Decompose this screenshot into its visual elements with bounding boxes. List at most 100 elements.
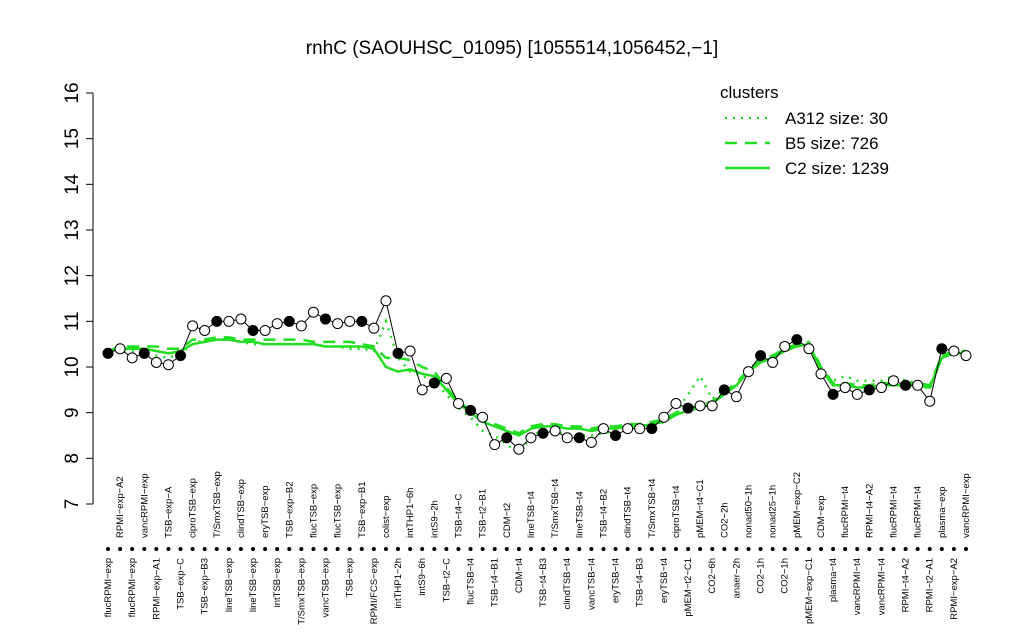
sample-point [404, 345, 416, 357]
sample-dot [359, 547, 364, 551]
sample-dot [734, 547, 739, 551]
sample-point [501, 432, 513, 444]
x-tick-label: CO2−1h [780, 558, 791, 594]
sample-point [851, 388, 863, 400]
sample-dot [154, 547, 159, 551]
sample-point [332, 318, 344, 330]
x-tick-label: RPMI−t4−A2 [864, 484, 875, 538]
sample-point [900, 379, 912, 391]
sample-dot [504, 547, 509, 551]
sample-dot [456, 547, 461, 551]
sample-dot [408, 547, 413, 551]
y-tick-label: 12 [62, 265, 83, 286]
sample-point [380, 295, 392, 307]
x-tick-label: eryTSB−t4 [611, 558, 622, 603]
x-tick-label: vancRPMI−t4 [852, 558, 863, 615]
sample-dot [528, 547, 533, 551]
y-tick-label: 8 [62, 453, 83, 464]
x-tick-label: CDM−exp [816, 496, 827, 539]
x-tick-label: RPMI−t2−A1 [925, 558, 936, 612]
sample-dot [130, 547, 135, 551]
sample-dot [867, 547, 872, 551]
x-tick-label: T/SmxTSB−exp [296, 558, 307, 625]
sample-dot [118, 547, 123, 551]
sample-dot [710, 547, 715, 551]
sample-point [440, 372, 452, 384]
sample-dot [347, 547, 352, 551]
x-tick-label: CDM−t2 [502, 503, 513, 538]
sample-point [610, 430, 622, 441]
cluster-line [107, 317, 966, 456]
sample-dot [553, 547, 558, 551]
sample-point [513, 443, 525, 455]
sample-dot [649, 547, 654, 551]
sample-point [827, 388, 839, 400]
sample-dot [383, 547, 388, 551]
legend-label: C2 size: 1239 [785, 159, 889, 178]
x-tick-label: T/SmxTSB−t4 [550, 479, 561, 538]
sample-dot [396, 547, 401, 551]
sample-dot [891, 547, 896, 551]
sample-point [307, 306, 319, 318]
x-tick-label: TSB−t4−B1 [490, 558, 501, 607]
x-tick-label: plasma−t4 [828, 558, 839, 602]
sample-point [392, 347, 404, 359]
sample-point [658, 411, 670, 423]
sample-dot [577, 547, 582, 551]
sample-point [549, 425, 561, 437]
x-tick-label: eryTSB−exp [260, 485, 271, 538]
x-tick-label: TSB−t4−B2 [598, 489, 609, 538]
sample-dot [855, 547, 860, 551]
legend-label: A312 size: 30 [785, 109, 888, 128]
legend-label: B5 size: 726 [785, 134, 879, 153]
sample-dot [371, 547, 376, 551]
sample-point [561, 432, 573, 444]
x-tick-label: TSB−exp [345, 558, 356, 597]
x-tick-label: TSB−exp−A [163, 486, 174, 538]
sample-point [114, 343, 126, 355]
x-tick-label: vancRPMI−t4 [876, 558, 887, 615]
y-tick-label: 11 [62, 311, 83, 331]
sample-point [585, 436, 597, 448]
x-tick-label: T/SmxTSB−exp [212, 471, 223, 538]
sample-dot [420, 547, 425, 551]
x-tick-label: RPMI−exp−A2 [949, 558, 960, 620]
x-tick-label: flucRPMI−exp [103, 558, 114, 617]
sample-dot [541, 547, 546, 551]
sample-point [211, 315, 223, 327]
sample-point [815, 368, 827, 380]
sample-point [948, 345, 960, 357]
sample-point [428, 377, 440, 389]
sample-point [452, 398, 464, 410]
sample-dot [782, 547, 787, 551]
sample-dot [516, 547, 521, 551]
x-tick-label: TSB−t4−B3 [538, 558, 549, 607]
x-tick-label: anaer−2h [731, 558, 742, 598]
x-tick-label: RPMI−exp−A2 [115, 476, 126, 538]
x-tick-label: pMEM−t2−C1 [683, 558, 694, 617]
sample-dot [964, 547, 968, 551]
sample-point [235, 313, 247, 325]
sample-dot [939, 547, 944, 551]
x-tick-label: RPMI−exp−A1 [151, 558, 162, 620]
sample-dot [287, 547, 292, 551]
x-tick-label: ciproTSB−t4 [671, 485, 682, 538]
sample-point [706, 400, 718, 412]
sample-dot [444, 547, 449, 551]
x-tick-label: pMEM−exp−C2 [792, 472, 803, 538]
x-tick-label: vancRPMI−exp [139, 473, 150, 538]
sample-point [162, 359, 174, 371]
x-tick-label: flucRPMI−t4 [888, 486, 899, 538]
x-tick-label: lineTSB−exp [224, 558, 235, 612]
sample-dot [468, 547, 473, 551]
sample-dot [698, 547, 703, 551]
sample-dot [263, 547, 268, 551]
sample-dot [601, 547, 606, 551]
sample-point [924, 395, 936, 407]
sample-point [936, 343, 948, 355]
sample-point [344, 315, 356, 327]
sample-dot [818, 547, 823, 551]
x-tick-label: flucTSB−exp [308, 484, 319, 538]
sample-point [283, 315, 295, 327]
